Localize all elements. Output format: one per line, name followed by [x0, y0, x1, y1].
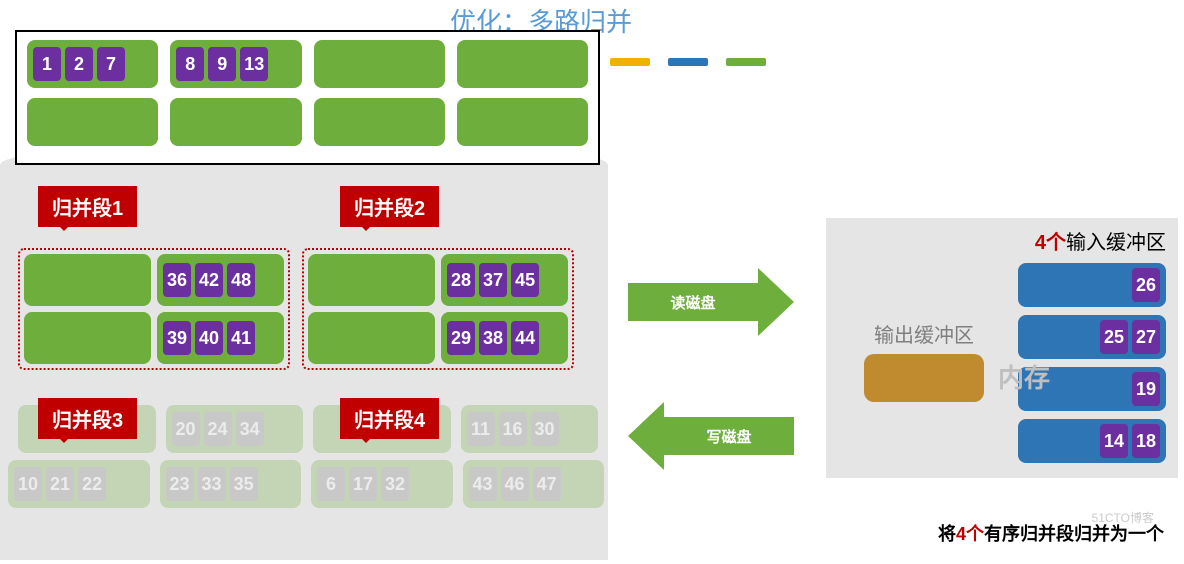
cell: 22 — [78, 467, 106, 501]
output-buffer-label: 输出缓冲区 — [874, 319, 974, 348]
arrow-head-icon — [628, 402, 664, 470]
caption-count: 4个 — [956, 524, 984, 544]
segment-label-1: 归并段1 — [38, 186, 137, 227]
cell: 2 — [65, 47, 93, 81]
seg-slot: 283745 — [441, 254, 568, 306]
top-slot — [27, 98, 158, 146]
faded-row-2: 102122 233335 61732 434647 — [8, 460, 604, 508]
input-buffer: 1418 — [1018, 419, 1166, 463]
cell: 9 — [208, 47, 236, 81]
cell: 44 — [511, 321, 539, 355]
seg-slot — [24, 254, 151, 306]
cell: 35 — [230, 467, 258, 501]
cell: 34 — [236, 412, 264, 446]
memory-panel: 4个输入缓冲区 输出缓冲区 内存 26 2527 19 1418 — [826, 218, 1178, 478]
seg-slot: 364248 — [157, 254, 284, 306]
seg-slot — [24, 312, 151, 364]
bottom-caption: 将4个有序归并段归并为一个 — [938, 520, 1164, 546]
cell: 7 — [97, 47, 125, 81]
dash-green — [726, 58, 766, 66]
top-slot — [457, 40, 588, 88]
seg-slot: 293844 — [441, 312, 568, 364]
top-slot: 8913 — [170, 40, 301, 88]
output-buffer-area: 输出缓冲区 — [838, 255, 1010, 465]
cell: 27 — [1132, 320, 1160, 354]
decorative-dashes — [610, 58, 766, 66]
top-slot — [457, 98, 588, 146]
top-slot — [170, 98, 301, 146]
cell: 43 — [469, 467, 497, 501]
write-arrow: 写磁盘 — [628, 402, 794, 470]
faded-slot: 102122 — [8, 460, 150, 508]
top-group: 127 8913 — [15, 30, 600, 165]
cell: 25 — [1100, 320, 1128, 354]
cell: 38 — [479, 321, 507, 355]
memory-title-count: 4个 — [1035, 232, 1066, 254]
cell: 47 — [533, 467, 561, 501]
cell: 45 — [511, 263, 539, 297]
segment-label-2: 归并段2 — [340, 186, 439, 227]
seg-slot — [308, 312, 435, 364]
cell: 19 — [1132, 372, 1160, 406]
output-buffer — [864, 354, 984, 402]
arrow-head-icon — [758, 268, 794, 336]
cell: 40 — [195, 321, 223, 355]
caption-post: 有序归并段归并为一个 — [984, 524, 1164, 544]
cell: 6 — [317, 467, 345, 501]
faded-slot: 61732 — [311, 460, 453, 508]
cell: 46 — [501, 467, 529, 501]
cell: 37 — [479, 263, 507, 297]
cell: 29 — [447, 321, 475, 355]
input-buffer: 26 — [1018, 263, 1166, 307]
cell: 36 — [163, 263, 191, 297]
cell: 10 — [14, 467, 42, 501]
top-slot — [314, 40, 445, 88]
faded-slot: 202434 — [166, 405, 304, 453]
cell: 28 — [447, 263, 475, 297]
cell: 8 — [176, 47, 204, 81]
segment-label-4: 归并段4 — [340, 398, 439, 439]
merge-segment-1: 364248 394041 — [18, 248, 290, 370]
cell: 14 — [1100, 424, 1128, 458]
cell: 26 — [1132, 268, 1160, 302]
faded-slot: 111630 — [461, 405, 599, 453]
read-arrow: 读磁盘 — [628, 268, 794, 336]
cell: 23 — [166, 467, 194, 501]
cell: 21 — [46, 467, 74, 501]
cell: 17 — [349, 467, 377, 501]
cell: 1 — [33, 47, 61, 81]
arrow-label: 写磁盘 — [664, 417, 794, 455]
cell: 48 — [227, 263, 255, 297]
faded-slot: 434647 — [463, 460, 605, 508]
cell: 20 — [172, 412, 200, 446]
cell: 18 — [1132, 424, 1160, 458]
top-row-1: 127 8913 — [27, 40, 588, 88]
cell: 24 — [204, 412, 232, 446]
segment-label-3: 归并段3 — [38, 398, 137, 439]
dash-yellow — [610, 58, 650, 66]
cell: 32 — [381, 467, 409, 501]
faded-slot: 233335 — [160, 460, 302, 508]
cell: 33 — [198, 467, 226, 501]
cell: 11 — [467, 412, 495, 446]
cell: 41 — [227, 321, 255, 355]
top-slot: 127 — [27, 40, 158, 88]
arrow-label: 读磁盘 — [628, 283, 758, 321]
memory-title-text: 输入缓冲区 — [1066, 232, 1166, 254]
top-row-2 — [27, 98, 588, 146]
cell: 13 — [240, 47, 268, 81]
cell: 30 — [531, 412, 559, 446]
cell: 16 — [499, 412, 527, 446]
top-slot — [314, 98, 445, 146]
dash-blue — [668, 58, 708, 66]
caption-pre: 将 — [938, 524, 956, 544]
cell: 39 — [163, 321, 191, 355]
memory-label: 内存 — [998, 358, 1050, 395]
seg-slot: 394041 — [157, 312, 284, 364]
merge-segment-2: 283745 293844 — [302, 248, 574, 370]
cell: 42 — [195, 263, 223, 297]
memory-title: 4个输入缓冲区 — [838, 226, 1166, 255]
input-buffer: 2527 — [1018, 315, 1166, 359]
seg-slot — [308, 254, 435, 306]
